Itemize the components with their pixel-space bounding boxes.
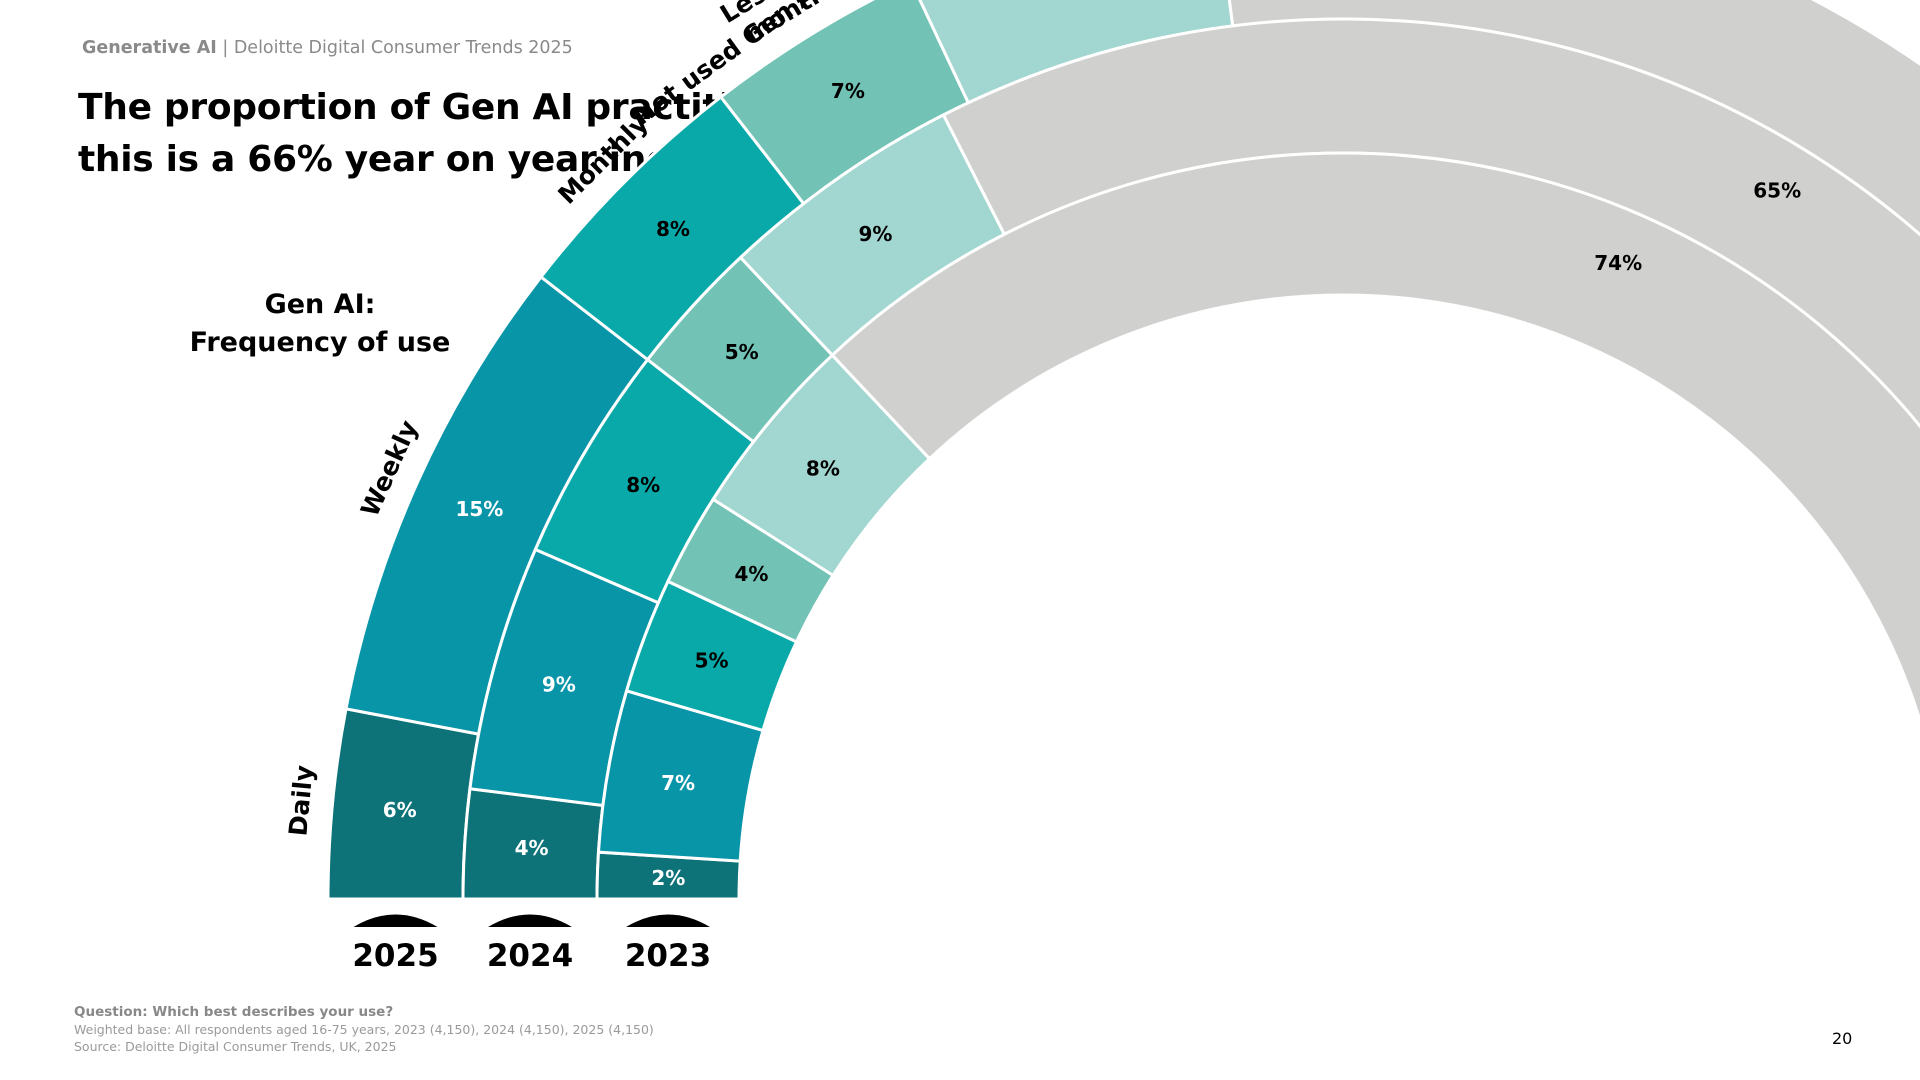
data-label-2025-less-than-monthly: 7% xyxy=(831,79,865,103)
data-label-2024-not-used-gen-ai: 65% xyxy=(1753,179,1801,203)
year-label-2023: 2023 xyxy=(625,938,711,974)
header-section: Generative AI xyxy=(82,38,217,58)
data-label-2025-weekly: 15% xyxy=(455,497,503,521)
header-source-title: Deloitte Digital Consumer Trends 2025 xyxy=(233,38,573,58)
year-label-2024: 2024 xyxy=(487,938,573,974)
data-label-2025-monthly: 8% xyxy=(656,217,690,241)
year-marker-arrow xyxy=(353,914,438,927)
footer: Question: Which best describes your use?… xyxy=(74,1004,654,1055)
data-label-2023-daily: 2% xyxy=(651,866,685,890)
data-label-2024-daily: 4% xyxy=(515,836,549,860)
year-label-2025: 2025 xyxy=(352,938,438,974)
data-label-2023-not-used-gen-ai: 74% xyxy=(1594,251,1642,275)
year-marker-2024: 2024 xyxy=(487,914,573,974)
chart-title-line: Frequency of use xyxy=(190,327,451,358)
category-label-daily: Daily xyxy=(283,764,319,837)
footer-question: Question: Which best describes your use? xyxy=(74,1004,394,1020)
year-marker-2025: 2025 xyxy=(352,914,439,974)
category-label-line: Daily xyxy=(283,764,319,837)
segment-2023-not-used-gen-ai xyxy=(830,151,1920,726)
year-marker-arrow xyxy=(488,914,572,927)
ring-2025: 6%15%8%7%10%54% xyxy=(326,0,1920,901)
data-label-2025-daily: 6% xyxy=(383,798,417,822)
data-label-2024-once-or-twice: 9% xyxy=(859,222,893,246)
chart-title: Gen AI: Frequency of use xyxy=(190,289,451,358)
year-marker-2023: 2023 xyxy=(625,914,711,974)
header: Generative AI | Deloitte Digital Consume… xyxy=(82,38,573,58)
data-label-2024-less-than-monthly: 5% xyxy=(725,340,759,364)
year-marker-arrow xyxy=(626,914,710,927)
ring-2023: 2% 7% 5% 4% 8% 74% xyxy=(595,151,1920,901)
footer-source: Source: Deloitte Digital Consumer Trends… xyxy=(74,1039,397,1054)
data-label-2023-weekly: 7% xyxy=(661,771,695,795)
data-label-2024-monthly: 8% xyxy=(626,473,660,497)
data-label-2024-weekly: 9% xyxy=(542,673,576,697)
page-number: 20 xyxy=(1832,1029,1853,1048)
chart-title-line: Gen AI: xyxy=(265,289,376,320)
data-label-2023-once-or-twice: 8% xyxy=(806,457,840,481)
data-label-2025-once-or-twice: 10% xyxy=(1055,0,1103,1)
header-separator: | xyxy=(216,38,234,58)
footer-base: Weighted base: All respondents aged 16-7… xyxy=(74,1022,654,1037)
data-label-2023-monthly: 5% xyxy=(695,648,729,672)
data-label-2023-less-than-monthly: 4% xyxy=(735,562,769,586)
